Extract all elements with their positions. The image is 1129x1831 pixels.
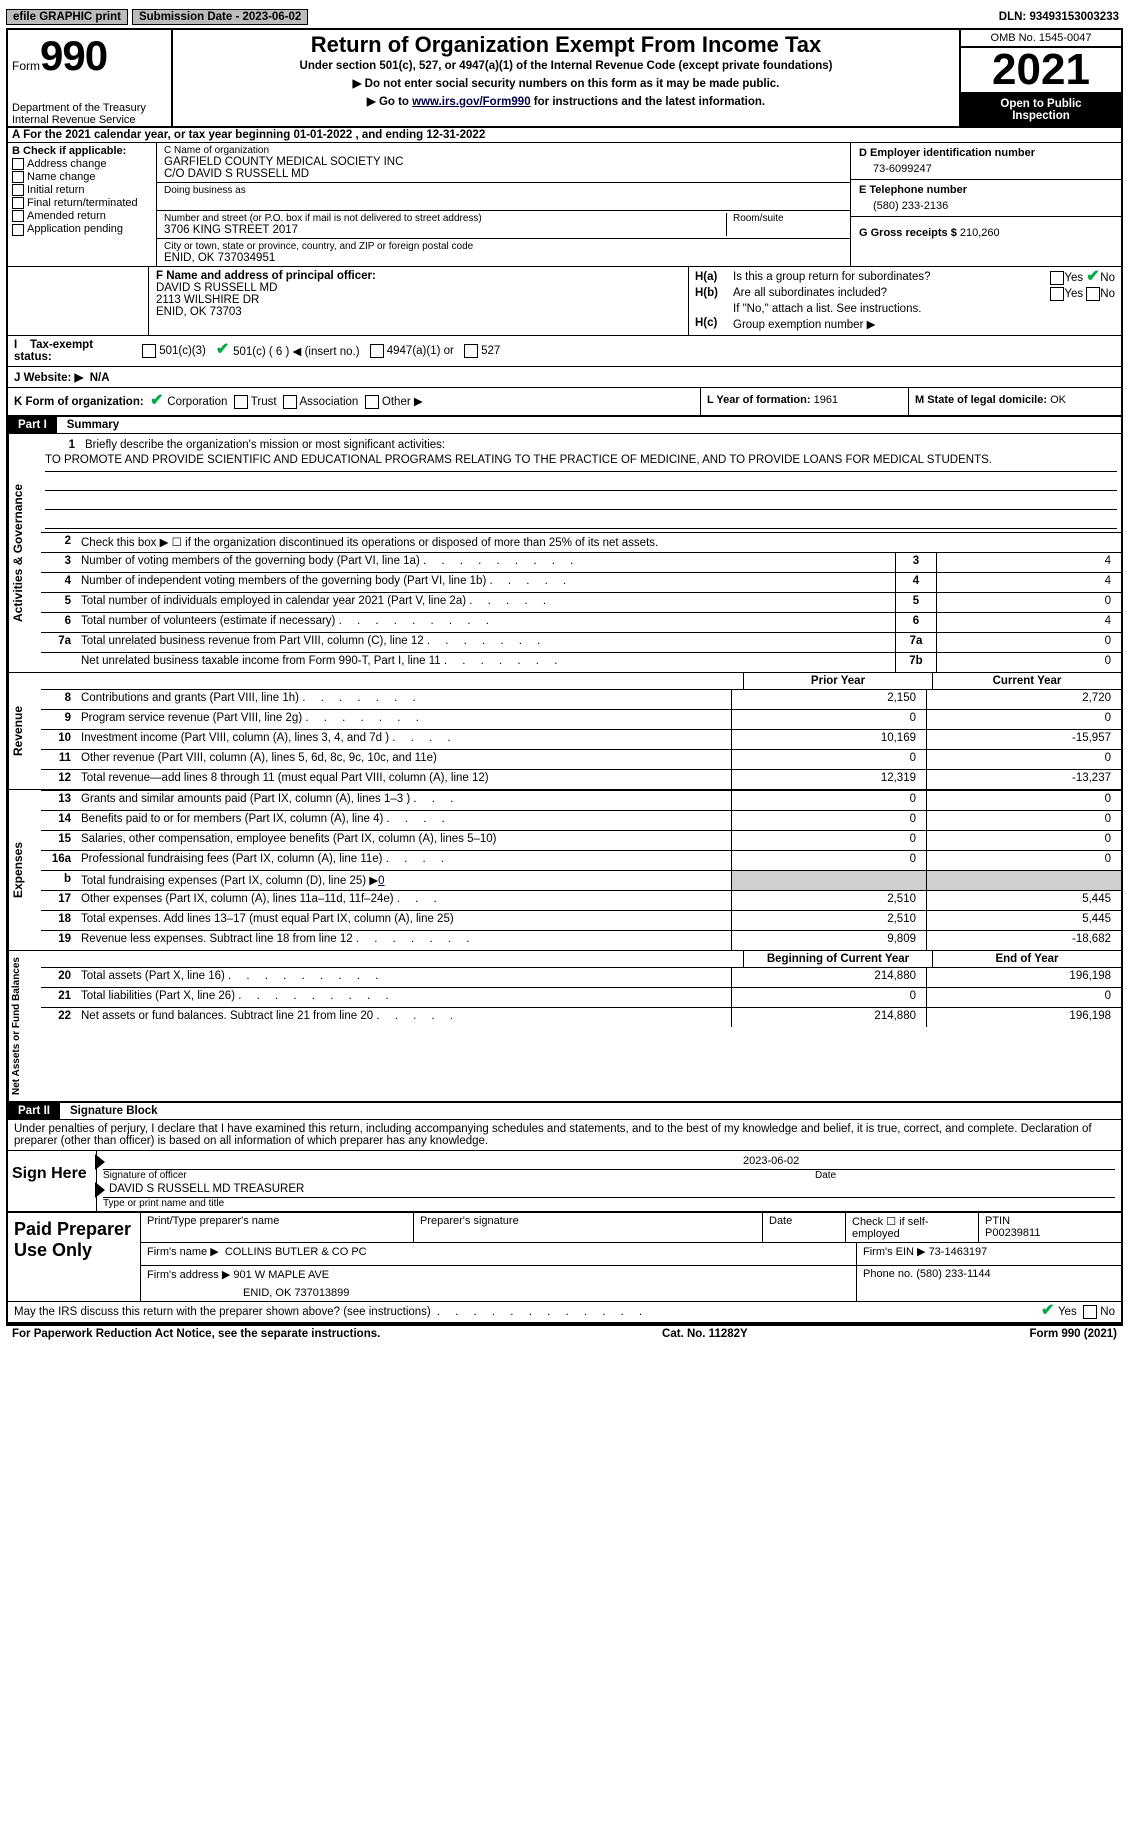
firm-name: COLLINS BUTLER & CO PC [225,1246,367,1258]
fundraising-total: 0 [378,875,384,887]
form-subtitle: Under section 501(c), 527, or 4947(a)(1)… [179,60,953,72]
gross-receipts: 210,260 [960,227,1000,239]
part-ii-header: Part II [8,1103,60,1119]
mission-text: TO PROMOTE AND PROVIDE SCIENTIFIC AND ED… [45,453,1117,472]
form-prefix: Form [12,59,40,73]
hdr-preparer-sig: Preparer's signature [414,1213,763,1242]
val-4: 4 [936,573,1121,592]
open-inspection: Open to PublicInspection [961,94,1121,126]
section-i: I Tax-exempt status: 501(c)(3) ✔ 501(c) … [8,335,1121,366]
firm-addr1: 901 W MAPLE AVE [233,1269,329,1281]
check-icon: ✔ [1086,271,1100,285]
top-bar: efile GRAPHIC print Submission Date - 20… [6,6,1123,30]
section-j: J Website: ▶ N/A [8,366,1121,387]
section-h: H(a) Is this a group return for subordin… [688,267,1121,335]
side-net-assets: Net Assets or Fund Balances [8,951,41,1101]
city-state-zip: ENID, OK 737034951 [164,252,843,264]
hdr-self-employed: Check ☐ if self-employed [846,1213,979,1242]
firm-phone: (580) 233-1144 [916,1268,990,1280]
val-3: 4 [936,553,1121,572]
col-current-year: Current Year [932,673,1121,689]
header-left: Form990 Department of the TreasuryIntern… [8,30,173,126]
tax-year: 2021 [961,48,1121,94]
val-6: 4 [936,613,1121,632]
val-7a: 0 [936,633,1121,652]
form-number: 990 [40,32,107,79]
line-2: Check this box ▶ ☐ if the organization d… [77,533,1121,552]
ein-value: 73-6099247 [859,163,1113,175]
section-m: M State of legal domicile: OK [908,388,1121,415]
instructions-link[interactable]: www.irs.gov/Form990 [412,96,530,108]
discuss-row: May the IRS discuss this return with the… [8,1301,1121,1322]
arrow-note-1: Do not enter social security numbers on … [365,78,780,90]
efile-print-button[interactable]: efile GRAPHIC print [6,9,128,25]
ptin-value: P00239811 [985,1227,1040,1239]
paid-preparer-label: Paid Preparer Use Only [8,1213,141,1301]
line-a: A For the 2021 calendar year, or tax yea… [8,126,1121,142]
chk-final-return[interactable]: Final return/terminated [12,197,152,209]
hdr-preparer-name: Print/Type preparer's name [141,1213,414,1242]
section-f: F Name and address of principal officer:… [149,267,688,335]
check-icon: ✔ [216,344,230,358]
side-revenue: Revenue [8,673,41,789]
firm-ein: 73-1463197 [929,1246,988,1258]
chk-amended-return[interactable]: Amended return [12,210,152,222]
caret-icon [95,1154,105,1170]
form-frame: Form990 Department of the TreasuryIntern… [6,30,1123,1324]
section-k: K Form of organization: ✔ Corporation Tr… [8,388,700,415]
name-title-line[interactable]: DAVID S RUSSELL MD TREASURER [103,1197,1115,1198]
footer: For Paperwork Reduction Act Notice, see … [6,1324,1123,1342]
col-eoy: End of Year [932,951,1121,967]
chk-initial-return[interactable]: Initial return [12,184,152,196]
col-boy: Beginning of Current Year [743,951,932,967]
caret-icon [95,1182,105,1198]
submission-date-button[interactable]: Submission Date - 2023-06-02 [132,9,308,25]
signature-line[interactable]: 2023-06-02 [103,1169,1115,1170]
side-expenses: Expenses [8,790,41,950]
val-7b: 0 [936,653,1121,672]
val-5: 0 [936,593,1121,612]
hdr-date: Date [763,1213,846,1242]
header-mid: Return of Organization Exempt From Incom… [173,30,959,126]
website-value: N/A [90,372,110,384]
section-l: L Year of formation: 1961 [700,388,908,415]
line-1-label: Briefly describe the organization's miss… [81,437,1117,453]
part-i-title: Summary [57,417,129,433]
header-right: OMB No. 1545-0047 2021 Open to PublicIns… [959,30,1121,126]
perjury-statement: Under penalties of perjury, I declare th… [8,1119,1121,1150]
part-ii-title: Signature Block [60,1103,168,1119]
section-de: D Employer identification number 73-6099… [850,143,1121,266]
dept-label: Department of the TreasuryInternal Reven… [12,102,167,126]
firm-addr2: ENID, OK 737013899 [147,1281,850,1299]
dln-label: DLN: 93493153003233 [999,11,1123,23]
part-i-header: Part I [8,417,57,433]
chk-name-change[interactable]: Name change [12,171,152,183]
side-activities: Activities & Governance [8,434,41,672]
chk-application-pending[interactable]: Application pending [12,223,152,235]
phone-value: (580) 233-2136 [859,200,1113,212]
check-icon: ✔ [150,395,164,409]
street-address: 3706 KING STREET 2017 [164,224,720,236]
chk-address-change[interactable]: Address change [12,158,152,170]
form-title: Return of Organization Exempt From Incom… [179,32,953,58]
section-b: B Check if applicable: Address change Na… [8,143,157,266]
col-prior-year: Prior Year [743,673,932,689]
sign-here-label: Sign Here [8,1151,97,1211]
org-name-1: GARFIELD COUNTY MEDICAL SOCIETY INC [164,156,843,168]
sign-date: 2023-06-02 [743,1155,799,1167]
officer-name: DAVID S RUSSELL MD TREASURER [109,1183,304,1195]
check-icon: ✔ [1041,1305,1055,1319]
org-name-2: C/O DAVID S RUSSELL MD [164,168,843,180]
section-c: C Name of organization GARFIELD COUNTY M… [157,143,850,266]
